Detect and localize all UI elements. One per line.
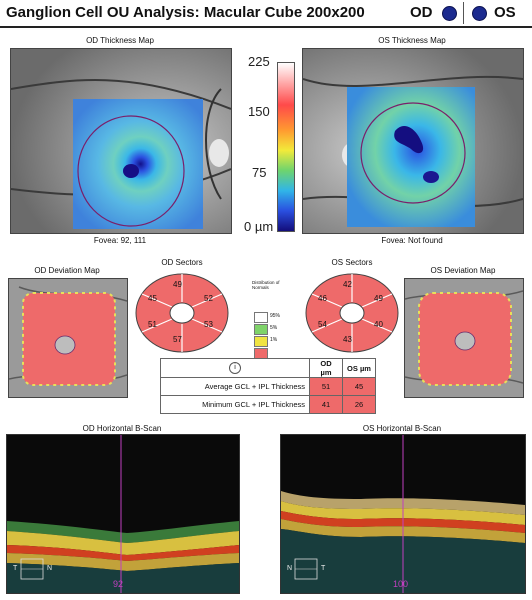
legend-95: 95%: [270, 313, 281, 319]
od-eye-dot-icon: [442, 6, 457, 21]
os-sectors-diagram: 42 49 40 43 54 46: [304, 272, 400, 354]
report-title: Ganglion Cell OU Analysis: Macular Cube …: [6, 4, 365, 21]
os-sector-lower-left: 54: [318, 320, 327, 329]
metrics-avg-od: 51: [309, 377, 343, 396]
os-fovea-location: Fovea: Not found: [381, 236, 443, 245]
os-sector-lower-right: 40: [374, 320, 383, 329]
od-deviation-map-title: OD Deviation Map: [34, 266, 100, 275]
od-sector-upper-left: 45: [148, 294, 157, 303]
od-sectors-title: OD Sectors: [161, 258, 203, 267]
os-bscan-image: N T 100: [280, 434, 526, 594]
colorbar-label-225: 225: [248, 54, 270, 69]
thickness-colorbar: [277, 62, 295, 232]
legend-borderline-swatch: [254, 324, 268, 335]
od-sector-lower-left: 51: [148, 320, 157, 329]
colorbar-label-150: 150: [248, 104, 270, 119]
metrics-info-cell: i: [160, 358, 310, 378]
os-sector-upper-right: 49: [374, 294, 383, 303]
od-deviation-map: [8, 278, 128, 398]
legend-1: 1%: [270, 337, 278, 343]
metrics-min-od: 41: [309, 395, 343, 414]
os-bscan-position: 100: [393, 579, 409, 589]
os-sector-upper-left: 46: [318, 294, 327, 303]
table-row: Average GCL + IPL Thickness 51 45: [160, 377, 376, 396]
os-deviation-map: [404, 278, 524, 398]
od-sector-upper-right: 52: [204, 294, 213, 303]
os-eye-dot-icon: [472, 6, 487, 21]
od-label: OD: [410, 4, 433, 21]
metrics-col-od: OD µm: [309, 358, 343, 378]
os-thickness-map-title: OS Thickness Map: [378, 36, 446, 45]
od-sector-bottom: 57: [173, 335, 182, 344]
os-bscan-title: OS Horizontal B-Scan: [362, 424, 442, 433]
colorbar-label-75: 75: [252, 165, 267, 180]
metrics-min-os: 26: [342, 395, 376, 414]
od-bscan-image: T N 92: [6, 434, 240, 594]
os-sector-top: 42: [343, 280, 352, 289]
metrics-table: i OD µm OS µm Average GCL + IPL Thicknes…: [160, 358, 376, 414]
table-row: Minimum GCL + IPL Thickness 41 26: [160, 395, 376, 414]
legend-normal-swatch: [254, 312, 268, 323]
od-thickness-map-title: OD Thickness Map: [86, 36, 154, 45]
od-sectors-diagram: 49 52 53 57 51 45: [134, 272, 230, 354]
normative-legend-title: Distribution of Normals: [252, 280, 280, 290]
od-sector-top: 49: [173, 280, 182, 289]
colorbar-label-0: 0 µm: [244, 219, 274, 234]
os-sectors-title: OS Sectors: [331, 258, 373, 267]
od-bscan-position: 92: [113, 579, 124, 589]
od-orientation-t: T: [13, 565, 18, 572]
os-deviation-map-title: OS Deviation Map: [430, 266, 496, 275]
info-icon: i: [229, 362, 241, 374]
od-sector-lower-right: 53: [204, 320, 213, 329]
od-orientation-n: N: [47, 565, 53, 572]
metrics-table-container: i OD µm OS µm Average GCL + IPL Thicknes…: [160, 358, 376, 414]
metrics-col-os: OS µm: [342, 358, 376, 378]
os-thickness-map: [302, 48, 524, 234]
legend-5: 5%: [270, 325, 278, 331]
od-bscan-title: OD Horizontal B-Scan: [82, 424, 162, 433]
os-orientation-n: N: [287, 565, 293, 572]
legend-outside-swatch: [254, 336, 268, 347]
od-fovea-location: Fovea: 92, 111: [93, 236, 147, 245]
od-thickness-map: [10, 48, 232, 234]
metrics-avg-os: 45: [342, 377, 376, 396]
metrics-row-label: Minimum GCL + IPL Thickness: [160, 395, 310, 414]
header-separator: [463, 2, 464, 24]
os-sector-bottom: 43: [343, 335, 352, 344]
os-label: OS: [494, 4, 516, 21]
metrics-row-label: Average GCL + IPL Thickness: [160, 377, 310, 396]
os-orientation-t: T: [321, 565, 326, 572]
